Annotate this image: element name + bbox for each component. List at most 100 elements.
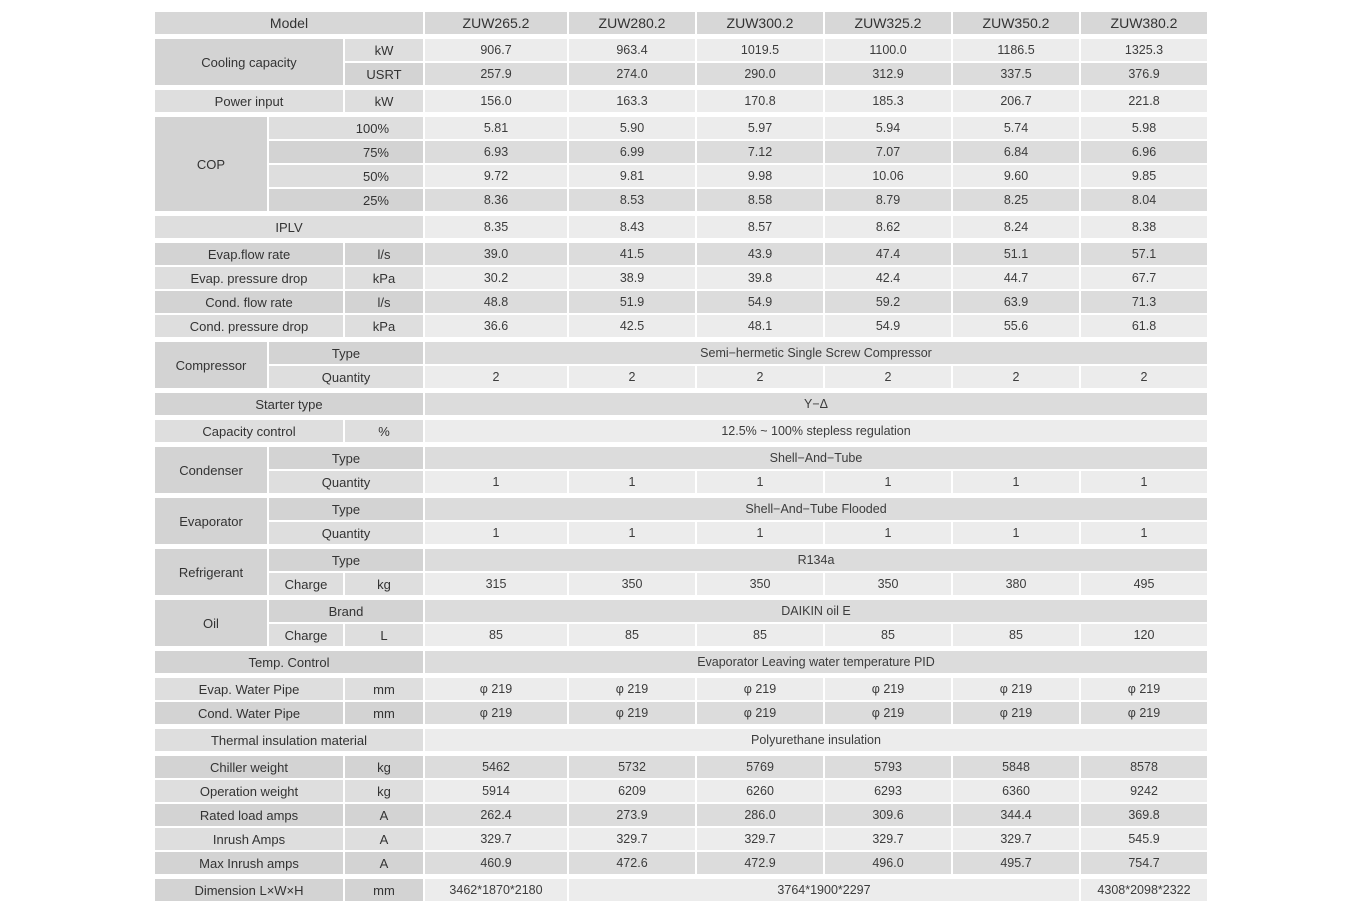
refrigerant-charge-label-1: kg xyxy=(345,573,423,595)
iplv-value-4: 8.24 xyxy=(953,216,1079,238)
evap-pressure-drop-value-1: 38.9 xyxy=(569,267,695,289)
evaporator-type-label-1: Type xyxy=(269,498,423,520)
section-gap xyxy=(155,36,1207,37)
evap-pressure-drop-value-5: 67.7 xyxy=(1081,267,1207,289)
cop-100-value-3: 5.94 xyxy=(825,117,951,139)
evaporator-quantity-value-4: 1 xyxy=(953,522,1079,544)
max-inrush-amps-value-2: 472.9 xyxy=(697,852,823,874)
row-cop-75: 75% 6.93 6.99 7.12 7.07 6.84 6.96 xyxy=(155,141,1207,163)
cop-25-value-0: 8.36 xyxy=(425,189,567,211)
operation-weight-value-2: 6260 xyxy=(697,780,823,802)
row-condenser-quantity: Quantity 1 1 1 1 1 1 xyxy=(155,471,1207,493)
cond-flow-rate-value-5: 71.3 xyxy=(1081,291,1207,313)
model-header-header-5: ZUW350.2 xyxy=(953,12,1079,34)
condenser-quantity-value-1: 1 xyxy=(569,471,695,493)
rated-load-amps-value-0: 262.4 xyxy=(425,804,567,826)
condenser-quantity-value-5: 1 xyxy=(1081,471,1207,493)
cop-25-label-0: 25% xyxy=(269,189,423,211)
power-input-value-1: 163.3 xyxy=(569,90,695,112)
condenser-quantity-value-4: 1 xyxy=(953,471,1079,493)
operation-weight-value-1: 6209 xyxy=(569,780,695,802)
row-oil-charge: Charge L 85 85 85 85 85 120 xyxy=(155,624,1207,646)
inrush-amps-label-0: Inrush Amps xyxy=(155,828,343,850)
evap-water-pipe-value-3: φ 219 xyxy=(825,678,951,700)
cooling-capacity-usrt-value-5: 376.9 xyxy=(1081,63,1207,85)
compressor-type-label-1: Type xyxy=(269,342,423,364)
iplv-label-0: IPLV xyxy=(155,216,423,238)
row-evaporator-quantity: Quantity 1 1 1 1 1 1 xyxy=(155,522,1207,544)
inrush-amps-value-4: 329.7 xyxy=(953,828,1079,850)
chiller-weight-value-1: 5732 xyxy=(569,756,695,778)
evaporator-quantity-value-0: 1 xyxy=(425,522,567,544)
cond-water-pipe-value-5: φ 219 xyxy=(1081,702,1207,724)
operation-weight-value-5: 9242 xyxy=(1081,780,1207,802)
max-inrush-amps-label-0: Max Inrush amps xyxy=(155,852,343,874)
operation-weight-value-0: 5914 xyxy=(425,780,567,802)
cop-50-value-0: 9.72 xyxy=(425,165,567,187)
refrigerant-charge-value-1: 350 xyxy=(569,573,695,595)
max-inrush-amps-value-4: 495.7 xyxy=(953,852,1079,874)
chiller-weight-value-3: 5793 xyxy=(825,756,951,778)
evaporator-type-label-0: Evaporator xyxy=(155,498,267,544)
cop-100-value-1: 5.90 xyxy=(569,117,695,139)
cooling-capacity-kw-value-5: 1325.3 xyxy=(1081,39,1207,61)
chiller-weight-value-4: 5848 xyxy=(953,756,1079,778)
refrigerant-charge-value-2: 350 xyxy=(697,573,823,595)
oil-charge-value-4: 85 xyxy=(953,624,1079,646)
rated-load-amps-value-2: 286.0 xyxy=(697,804,823,826)
model-header-header-2: ZUW280.2 xyxy=(569,12,695,34)
evap-pressure-drop-value-4: 44.7 xyxy=(953,267,1079,289)
rated-load-amps-value-4: 344.4 xyxy=(953,804,1079,826)
cop-25-value-3: 8.79 xyxy=(825,189,951,211)
cond-pressure-drop-label-0: Cond. pressure drop xyxy=(155,315,343,337)
section-gap xyxy=(155,240,1207,241)
evap-pressure-drop-value-0: 30.2 xyxy=(425,267,567,289)
section-gap xyxy=(155,114,1207,115)
evap-flow-rate-label-0: Evap.flow rate xyxy=(155,243,343,265)
inrush-amps-value-2: 329.7 xyxy=(697,828,823,850)
max-inrush-amps-value-0: 460.9 xyxy=(425,852,567,874)
power-input-label-1: kW xyxy=(345,90,423,112)
refrigerant-charge-label-0: Charge xyxy=(269,573,343,595)
dimension-label-0: Dimension L×W×H xyxy=(155,879,343,901)
cooling-capacity-usrt-value-2: 290.0 xyxy=(697,63,823,85)
rated-load-amps-label-0: Rated load amps xyxy=(155,804,343,826)
compressor-type-label-0: Compressor xyxy=(155,342,267,388)
condenser-quantity-value-3: 1 xyxy=(825,471,951,493)
row-refrigerant-charge: Charge kg 315 350 350 350 380 495 xyxy=(155,573,1207,595)
cond-water-pipe-value-2: φ 219 xyxy=(697,702,823,724)
cop-25-value-2: 8.58 xyxy=(697,189,823,211)
cop-25-value-5: 8.04 xyxy=(1081,189,1207,211)
evap-flow-rate-value-0: 39.0 xyxy=(425,243,567,265)
cooling-capacity-usrt-value-0: 257.9 xyxy=(425,63,567,85)
cond-water-pipe-value-0: φ 219 xyxy=(425,702,567,724)
power-input-value-0: 156.0 xyxy=(425,90,567,112)
oil-charge-label-1: L xyxy=(345,624,423,646)
section-gap xyxy=(155,339,1207,340)
capacity-control-value-0: 12.5% ~ 100% stepless regulation xyxy=(425,420,1207,442)
power-input-value-2: 170.8 xyxy=(697,90,823,112)
capacity-control-label-1: % xyxy=(345,420,423,442)
cond-flow-rate-value-0: 48.8 xyxy=(425,291,567,313)
evap-water-pipe-label-0: Evap. Water Pipe xyxy=(155,678,343,700)
oil-brand-label-1: Brand xyxy=(269,600,423,622)
dimension-value-0: 3462*1870*2180 xyxy=(425,879,567,901)
cond-flow-rate-value-4: 63.9 xyxy=(953,291,1079,313)
evap-water-pipe-value-2: φ 219 xyxy=(697,678,823,700)
cond-pressure-drop-label-1: kPa xyxy=(345,315,423,337)
cop-75-value-5: 6.96 xyxy=(1081,141,1207,163)
refrigerant-charge-value-5: 495 xyxy=(1081,573,1207,595)
iplv-value-2: 8.57 xyxy=(697,216,823,238)
cond-water-pipe-value-4: φ 219 xyxy=(953,702,1079,724)
dimension-label-1: mm xyxy=(345,879,423,901)
evaporator-quantity-value-3: 1 xyxy=(825,522,951,544)
chiller-weight-value-5: 8578 xyxy=(1081,756,1207,778)
row-evaporator-type: Evaporator Type Shell−And−Tube Flooded xyxy=(155,498,1207,544)
rated-load-amps-value-1: 273.9 xyxy=(569,804,695,826)
evap-water-pipe-value-1: φ 219 xyxy=(569,678,695,700)
evaporator-quantity-label-0: Quantity xyxy=(269,522,423,544)
cop-75-label-0: 75% xyxy=(269,141,423,163)
row-cooling-capacity-kw: Cooling capacity kW 906.7 963.4 1019.5 1100.0… xyxy=(155,39,1207,85)
row-cop-25: 25% 8.36 8.53 8.58 8.79 8.25 8.04 xyxy=(155,189,1207,211)
